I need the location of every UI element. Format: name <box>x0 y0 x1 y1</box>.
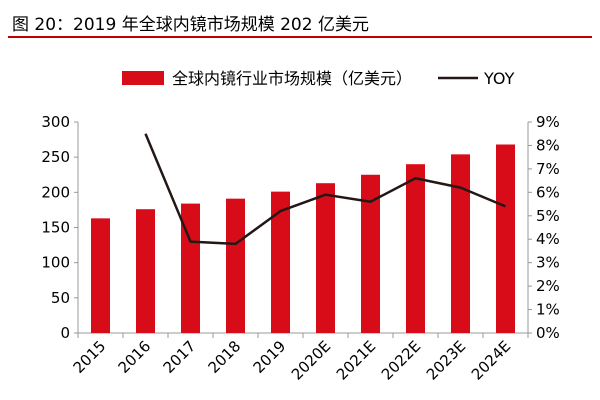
bar <box>451 154 470 333</box>
y-left-tick-label: 100 <box>41 254 70 272</box>
y-right-tick-label: 0% <box>536 324 560 342</box>
x-tick-label: 2016 <box>115 337 155 377</box>
y-left-tick-label: 50 <box>51 289 70 307</box>
legend-label-bar: 全球内镜行业市场规模（亿美元） <box>172 69 412 88</box>
bar <box>136 209 155 333</box>
bar <box>181 203 200 333</box>
chart-legend: 全球内镜行业市场规模（亿美元） YOY <box>122 69 515 88</box>
x-tick-label: 2020E <box>288 337 334 383</box>
yoy-series <box>144 133 506 246</box>
bar <box>361 174 380 333</box>
y-right-tick-label: 6% <box>536 183 560 201</box>
x-tick-label: 2015 <box>70 337 110 377</box>
y-right-tick-label: 1% <box>536 301 560 319</box>
y-axis-labels: 0 50 100 150 200 250 300 0% 1% 2% 3% 4% 5% 6% 7% 8% 9% <box>41 113 559 342</box>
bar <box>496 144 515 333</box>
bar <box>91 218 110 333</box>
y-right-tick-label: 8% <box>536 136 560 154</box>
y-right-tick-label: 5% <box>536 207 560 225</box>
bar <box>316 183 335 333</box>
y-right-tick-label: 9% <box>536 113 560 131</box>
x-axis-labels: 2015 2016 2017 2018 20192020E2021E2022E2023E… <box>70 337 515 383</box>
bar <box>271 191 290 333</box>
y-right-tick-label: 4% <box>536 230 560 248</box>
bar <box>406 164 425 333</box>
x-tick-label: 2024E <box>468 337 514 383</box>
x-tick-label: 2019 <box>250 337 290 377</box>
yoy-line <box>144 133 506 246</box>
y-left-tick-label: 250 <box>41 148 70 166</box>
y-left-tick-label: 300 <box>41 113 70 131</box>
y-left-tick-label: 0 <box>60 324 70 342</box>
bar-series <box>91 144 515 333</box>
figure-title: 图 20：2019 年全球内镜市场规模 202 亿美元 <box>12 15 369 35</box>
x-tick-label: 2018 <box>205 337 245 377</box>
y-right-tick-label: 2% <box>536 277 560 295</box>
legend-swatch-bar <box>122 71 164 85</box>
x-tick-label: 2023E <box>423 337 469 383</box>
x-tick-label: 2022E <box>378 337 424 383</box>
bar <box>226 198 245 333</box>
y-right-tick-label: 7% <box>536 160 560 178</box>
figure-title-bar: 图 20：2019 年全球内镜市场规模 202 亿美元 <box>8 6 592 38</box>
x-tick-label: 2017 <box>160 337 200 377</box>
x-tick-label: 2021E <box>333 337 379 383</box>
legend-label-line: YOY <box>483 69 515 88</box>
y-right-tick-label: 3% <box>536 254 560 272</box>
y-left-tick-label: 200 <box>41 183 70 201</box>
y-left-tick-label: 150 <box>41 219 70 237</box>
